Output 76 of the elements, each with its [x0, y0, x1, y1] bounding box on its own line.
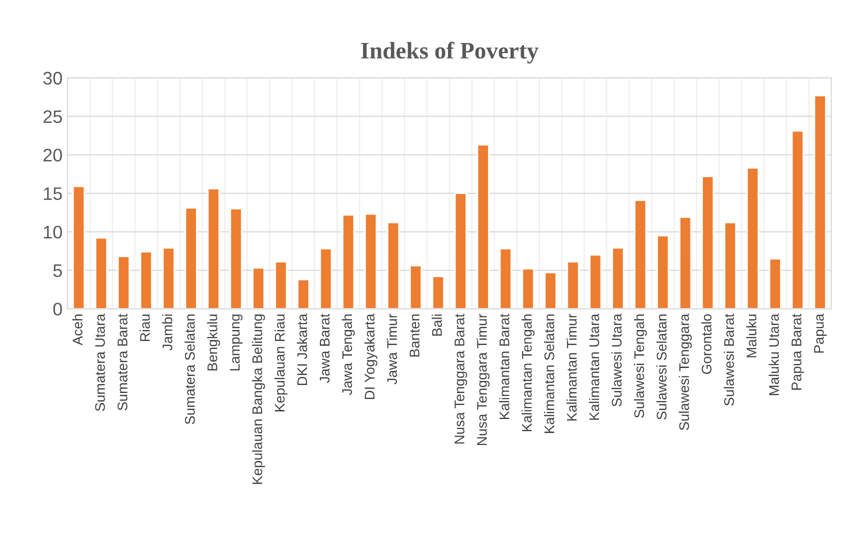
- x-tick-label: Bengkulu: [207, 314, 220, 370]
- y-tick-label: 0: [53, 302, 62, 316]
- x-tick-label: Gorontalo: [701, 314, 712, 374]
- bar: [162, 247, 175, 309]
- x-tick-label: Kepulauan Riau: [274, 314, 288, 412]
- x-tick-label: Sulawesi Selatan: [656, 314, 667, 420]
- bar: [612, 247, 624, 309]
- bar: [207, 188, 220, 309]
- bar: [364, 213, 378, 309]
- x-tick-label: Kepulauan Bangka Belitung: [252, 314, 265, 484]
- x-tick-label: Maluku Utara: [768, 314, 779, 396]
- bar: [94, 237, 108, 309]
- bar: [72, 186, 86, 309]
- x-tick-label: Jawa Barat: [320, 314, 330, 383]
- x-tick-label: Bali: [432, 314, 442, 336]
- bar: [274, 261, 288, 309]
- bar: [768, 258, 782, 309]
- x-tick-label: Maluku: [746, 314, 756, 358]
- bar: [701, 176, 714, 309]
- x-tick-label: Aceh: [72, 314, 82, 346]
- bar: [656, 234, 670, 309]
- bar: [432, 276, 445, 309]
- x-tick-label: Lampung: [230, 314, 242, 370]
- bar: [454, 192, 467, 309]
- bar: [522, 268, 534, 309]
- x-tick-label: DI Yogyakarta: [364, 314, 378, 399]
- x-tick-label: Kalimantan Tengah: [522, 314, 535, 432]
- y-tick-label: 25: [43, 110, 62, 124]
- x-tick-label: Sulawesi Tenggara: [678, 314, 692, 430]
- x-tick-label: Kalimantan Barat: [499, 314, 510, 420]
- x-tick-label: Nusa Tenggara Timur: [476, 314, 490, 446]
- x-tick-label: Jambi: [162, 314, 172, 350]
- bar: [814, 94, 826, 309]
- bar: [724, 222, 737, 309]
- bar: [342, 214, 355, 309]
- bar: [140, 251, 152, 309]
- bar: [409, 264, 422, 309]
- x-tick-label: Banten: [410, 314, 420, 357]
- x-tick-label: Jawa Timur: [386, 314, 397, 384]
- x-tick-label: Sumatera Barat: [118, 314, 128, 410]
- bar: [499, 248, 512, 309]
- x-tick-label: Kalimantan Utara: [588, 314, 600, 420]
- bar: [117, 256, 130, 309]
- x-tick-label: Sulawesi Barat: [724, 314, 734, 406]
- x-tick-label: Sulawesi Tengah: [634, 314, 647, 418]
- bar: [634, 200, 647, 309]
- x-tick-label: Kalimantan Selatan: [544, 314, 554, 433]
- x-tick-label: DKI Jakarta: [296, 314, 308, 386]
- bar: [679, 216, 692, 309]
- x-tick-label: Sumatera Utara: [95, 314, 105, 412]
- bar: [320, 248, 332, 309]
- bar: [297, 278, 310, 309]
- y-tick-label: 30: [43, 72, 62, 85]
- bar: [746, 167, 760, 309]
- x-tick-label: Kalimantan Timur: [566, 314, 577, 421]
- x-tick-label: Jawa Tengah: [342, 314, 355, 396]
- x-tick-label: Sumatera Selatan: [184, 314, 195, 424]
- y-tick-label: 20: [43, 148, 62, 162]
- bar: [230, 208, 242, 309]
- y-tick-label: 10: [44, 226, 62, 239]
- x-tick-label: Sulawesi Utara: [611, 314, 622, 406]
- x-tick-label: Riau: [140, 314, 150, 342]
- bar: [184, 207, 198, 309]
- y-tick-label: 15: [44, 187, 62, 200]
- bar: [566, 261, 580, 309]
- bar: [791, 130, 804, 309]
- bar: [252, 267, 265, 309]
- y-tick-label: 5: [53, 264, 62, 278]
- x-tick-label: Nusa Tenggara Barat: [454, 314, 468, 444]
- chart-title: Indeks of Poverty: [361, 42, 538, 64]
- bar: [589, 254, 602, 309]
- bar: [386, 222, 400, 309]
- x-tick-label: Papua: [814, 314, 827, 353]
- x-tick-label: Papua Barat: [792, 314, 804, 390]
- bar: [544, 272, 557, 309]
- bar: [476, 144, 490, 309]
